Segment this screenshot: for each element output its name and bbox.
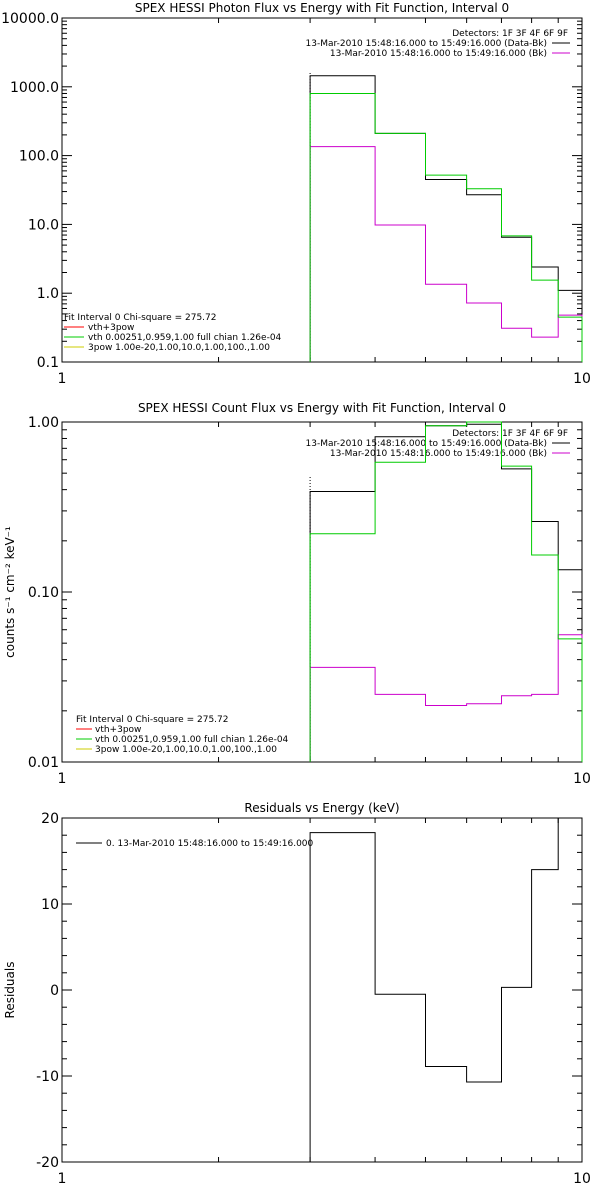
count-flux-y-axis-label: counts s⁻¹ cm⁻² keV⁻¹ [3, 526, 17, 658]
photon-flux-legend-top: Detectors: 1F 3F 4F 6F 9F 13-Mar-2010 15… [306, 29, 570, 59]
photon-flux-plot-frame [61, 17, 583, 363]
residuals-y-tick-label: 20 [41, 811, 59, 827]
photon-flux-series-bk [309, 146, 583, 362]
count-flux-panel: SPEX HESSI Count Flux vs Energy with Fit… [3, 401, 591, 787]
count-flux-legend-bottom: Fit Interval 0 Chi-square = 275.72 vth+3… [76, 715, 289, 755]
photon-flux-legend-bk: 13-Mar-2010 15:48:16.000 to 15:49:16.000… [330, 49, 547, 59]
count-flux-legend-3pow: 3pow 1.00e-20,1.00,10.0,1.00,100.,1.00 [95, 745, 277, 755]
residuals-title: Residuals vs Energy (keV) [244, 801, 399, 815]
residuals-series-data-bk [309, 817, 583, 1162]
count-flux-series-fit-vth [309, 421, 583, 762]
residuals-legend: 0. 13-Mar-2010 15:48:16.000 to 15:49:16.… [76, 839, 314, 849]
photon-flux-y-tick-label: 10000.0 [1, 11, 59, 27]
count-flux-series-bk [309, 634, 583, 762]
residuals-x-tick-label: 10 [573, 1171, 591, 1187]
photon-flux-legend-total: vth+3pow [88, 323, 134, 333]
count-flux-legend-data-bk: 13-Mar-2010 15:48:16.000 to 15:49:16.000… [306, 439, 547, 449]
photon-flux-y-tick-label: 10.0 [28, 217, 59, 233]
count-flux-title: SPEX HESSI Count Flux vs Energy with Fit… [138, 401, 506, 415]
photon-flux-x-tick-label: 1 [58, 371, 67, 387]
residuals-y-tick-label: -20 [36, 1155, 59, 1171]
photon-flux-y-tick-label: 100.0 [19, 149, 59, 165]
count-flux-fit-interval-label: Fit Interval 0 Chi-square = 275.72 [76, 715, 228, 725]
photon-flux-series-data-bk [309, 75, 583, 362]
residuals-panel: Residuals vs Energy (keV) Residuals 0. 1… [3, 801, 591, 1187]
count-flux-plot-frame [61, 421, 583, 763]
residuals-y-tick-label: 10 [41, 897, 59, 913]
photon-flux-legend-vth: vth 0.00251,0.959,1.00 full chian 1.26e-… [88, 333, 282, 343]
residuals-y-axis-label: Residuals [3, 962, 17, 1019]
count-flux-detectors-label: Detectors: 1F 3F 4F 6F 9F [452, 429, 568, 439]
residuals-x-tick-label: 1 [58, 1171, 67, 1187]
photon-flux-fit-interval-label: Fit Interval 0 Chi-square = 275.72 [64, 313, 216, 323]
photon-flux-y-tick-label: 0.1 [37, 355, 59, 371]
count-flux-y-tick-label: 0.01 [28, 755, 59, 771]
photon-flux-panel: SPEX HESSI Photon Flux vs Energy with Fi… [1, 1, 591, 387]
residuals-y-tick-label: 0 [50, 983, 59, 999]
residuals-y-tick-label: -10 [36, 1069, 59, 1085]
count-flux-series-data-bk [309, 423, 583, 762]
photon-flux-series-fit-vth [309, 93, 583, 362]
count-flux-x-tick-label: 1 [58, 771, 67, 787]
photon-flux-detectors-label: Detectors: 1F 3F 4F 6F 9F [452, 29, 568, 39]
photon-flux-title: SPEX HESSI Photon Flux vs Energy with Fi… [135, 1, 509, 15]
photon-flux-y-tick-label: 1.0 [37, 286, 59, 302]
residuals-plot-frame [61, 817, 583, 1163]
count-flux-y-tick-label: 1.00 [28, 415, 59, 431]
photon-flux-x-tick-label: 10 [573, 371, 591, 387]
photon-flux-legend-3pow: 3pow 1.00e-20,1.00,10.0,1.00,100.,1.00 [88, 343, 270, 353]
count-flux-legend-total: vth+3pow [95, 725, 141, 735]
count-flux-legend-bk: 13-Mar-2010 15:48:16.000 to 15:49:16.000… [330, 449, 547, 459]
residuals-legend-label: 0. 13-Mar-2010 15:48:16.000 to 15:49:16.… [106, 839, 314, 849]
count-flux-legend-top: Detectors: 1F 3F 4F 6F 9F 13-Mar-2010 15… [306, 429, 570, 459]
photon-flux-y-tick-label: 1000.0 [10, 80, 59, 96]
count-flux-y-tick-label: 0.10 [28, 585, 59, 601]
count-flux-legend-vth: vth 0.00251,0.959,1.00 full chian 1.26e-… [95, 735, 289, 745]
photon-flux-legend-data-bk: 13-Mar-2010 15:48:16.000 to 15:49:16.000… [306, 39, 547, 49]
photon-flux-legend-bottom: Fit Interval 0 Chi-square = 275.72 vth+3… [64, 313, 282, 353]
count-flux-x-tick-label: 10 [573, 771, 591, 787]
